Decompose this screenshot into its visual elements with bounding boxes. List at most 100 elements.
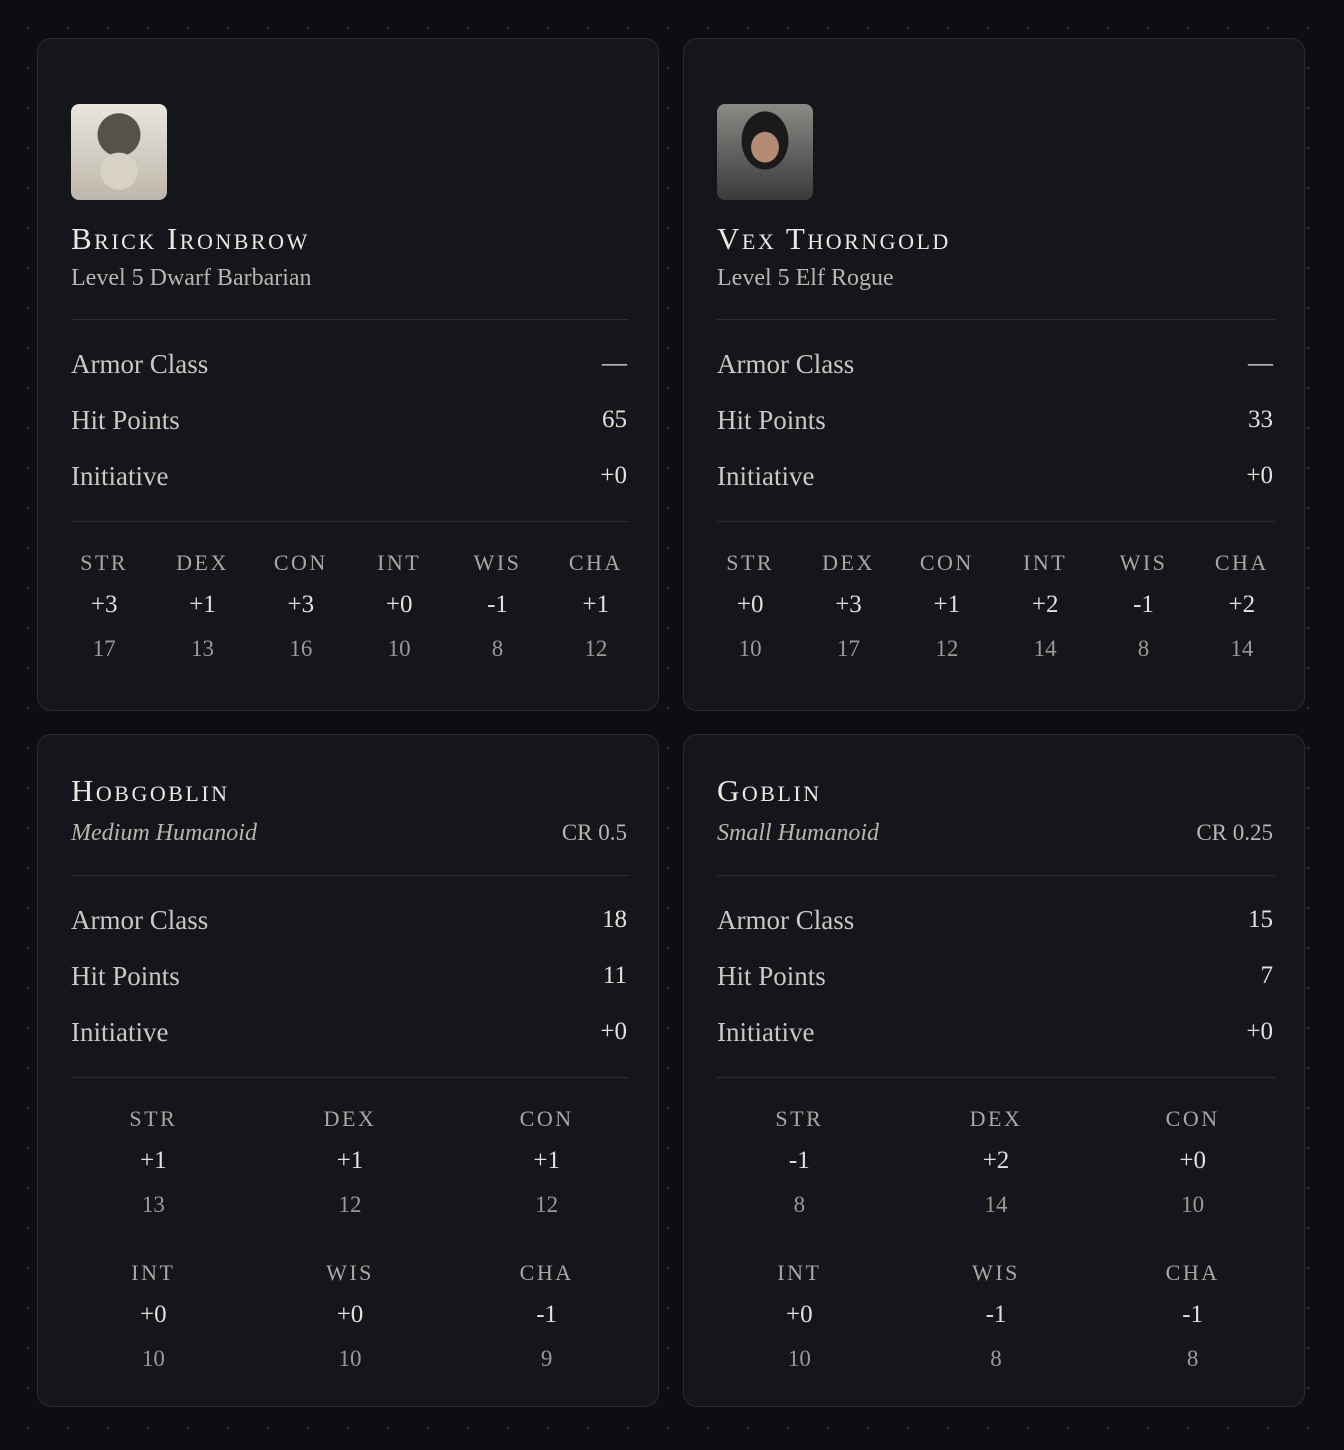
ability-name: WIS (326, 1260, 374, 1285)
stat-value: 33 (1248, 406, 1273, 433)
ability-score: 9 (540, 1346, 553, 1371)
stat-label: Initiative (717, 461, 815, 491)
ability-modifier: -1 (487, 591, 508, 618)
character-card: Hobgoblin Medium Humanoid CR 0.5 Armor Clas… (37, 734, 659, 1407)
ability-modifier: +0 (1179, 1147, 1206, 1174)
ability-name: CON (519, 1106, 574, 1131)
ability-score: 14 (1230, 636, 1254, 661)
ability-score: 12 (935, 636, 959, 661)
ability-score: 13 (191, 636, 214, 661)
character-card: Goblin Small Humanoid CR 0.25 Armor Class 15… (683, 734, 1305, 1407)
ability-score: 8 (1186, 1346, 1199, 1371)
divider (71, 1077, 629, 1078)
character-subtitle: Level 5 Elf Rogue (717, 265, 894, 291)
ability-score: 12 (535, 1192, 559, 1217)
ability-modifier: +1 (582, 591, 610, 618)
ability-score: 17 (92, 636, 116, 661)
character-name: Brick Ironbrow (71, 221, 310, 256)
ability-score: 8 (793, 1192, 806, 1217)
ability-score: 10 (787, 1346, 811, 1371)
ability-name: DEX (176, 550, 229, 575)
stat-label: Hit Points (717, 961, 826, 991)
ability-modifier: +0 (786, 1301, 813, 1328)
ability-modifier: -1 (1182, 1301, 1204, 1328)
ability-name: WIS (1119, 550, 1168, 575)
ability-name: CHA (1214, 550, 1269, 575)
character-name: Hobgoblin (71, 773, 230, 808)
ability-score: 10 (387, 636, 411, 661)
ability-name: STR (775, 1106, 824, 1131)
stat-label: Armor Class (717, 905, 855, 935)
ability-name: CHA (568, 550, 623, 575)
ability-name: STR (726, 550, 775, 575)
ability-modifier: +1 (533, 1147, 560, 1174)
ability-name: CHA (1165, 1260, 1220, 1285)
ability-score: 10 (141, 1346, 165, 1371)
character-name: Goblin (717, 773, 822, 808)
ability-modifier: +0 (736, 591, 764, 618)
stat-label: Initiative (717, 1017, 815, 1047)
stat-value: 7 (1260, 962, 1274, 989)
stat-value: 65 (602, 406, 627, 433)
character-subtitle: Small Humanoid (717, 820, 879, 846)
stat-value: — (1248, 350, 1273, 377)
ability-name: CHA (519, 1260, 574, 1285)
stat-label: Hit Points (717, 405, 826, 435)
stat-label: Armor Class (71, 905, 209, 935)
ability-score: 12 (584, 636, 608, 661)
stat-value: +0 (600, 1018, 627, 1045)
ability-modifier: +3 (287, 591, 315, 618)
ability-name: INT (1023, 550, 1068, 575)
divider (717, 319, 1275, 320)
ability-modifier: -1 (536, 1301, 558, 1328)
ability-modifier: +3 (835, 591, 862, 618)
ability-modifier: +1 (189, 591, 216, 618)
ability-name: STR (129, 1106, 178, 1131)
ability-modifier: +0 (140, 1301, 167, 1328)
ability-name: CON (273, 550, 328, 575)
stat-label: Initiative (71, 461, 169, 491)
stat-value: +0 (1246, 1018, 1273, 1045)
ability-score: 14 (1033, 636, 1057, 661)
character-subtitle: Medium Humanoid (71, 820, 257, 846)
ability-score: 13 (141, 1192, 165, 1217)
ability-modifier: -1 (1133, 591, 1154, 618)
stat-label: Armor Class (71, 349, 209, 379)
ability-score: 12 (338, 1192, 362, 1217)
ability-score: 17 (837, 636, 860, 661)
portrait (71, 104, 167, 200)
stat-value: 18 (602, 906, 627, 933)
stat-label: Initiative (71, 1017, 169, 1047)
ability-modifier: +1 (140, 1147, 167, 1174)
ability-name: DEX (323, 1106, 377, 1131)
ability-modifier: +1 (933, 591, 961, 618)
stat-label: Armor Class (717, 349, 855, 379)
ability-score: 8 (990, 1346, 1002, 1371)
character-subtitle: Level 5 Dwarf Barbarian (71, 265, 312, 291)
ability-name: CON (1165, 1106, 1220, 1131)
ability-name: INT (777, 1260, 822, 1285)
divider (717, 875, 1275, 876)
ability-name: INT (131, 1260, 176, 1285)
ability-score: 10 (1181, 1192, 1205, 1217)
divider (717, 521, 1275, 522)
ability-modifier: +2 (1228, 591, 1256, 618)
ability-score: 16 (289, 636, 313, 661)
ability-modifier: -1 (985, 1301, 1007, 1328)
character-name: Vex Thorngold (717, 221, 951, 256)
ability-score: 8 (491, 636, 504, 661)
ability-name: INT (377, 550, 422, 575)
challenge-rating: CR 0.25 (1196, 820, 1273, 845)
ability-modifier: +2 (1031, 591, 1059, 618)
challenge-rating: CR 0.5 (561, 820, 627, 845)
character-card: Brick Ironbrow Level 5 Dwarf Barbarian Arm… (37, 38, 659, 711)
divider (71, 319, 629, 320)
stat-value: +0 (600, 462, 627, 489)
portrait (717, 104, 813, 200)
ability-modifier: +3 (90, 591, 118, 618)
ability-modifier: -1 (788, 1147, 810, 1174)
stat-value: 11 (602, 962, 627, 989)
divider (71, 521, 629, 522)
divider (71, 875, 629, 876)
